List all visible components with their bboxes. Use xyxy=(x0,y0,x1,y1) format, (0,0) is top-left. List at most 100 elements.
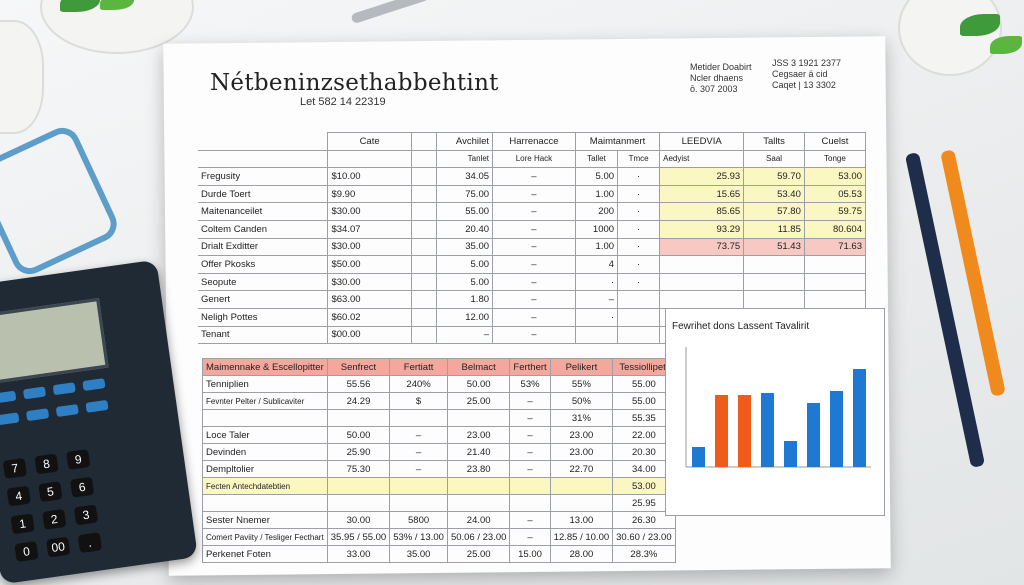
table-cell: Tenniplien xyxy=(202,375,328,393)
table-cell: – xyxy=(509,460,551,478)
table-cell: – xyxy=(492,272,576,292)
table-cell: Coltem Canden xyxy=(198,219,329,239)
table-cell: 50.00 xyxy=(326,426,391,444)
table-cell: $30.00 xyxy=(327,202,412,221)
calculator-key xyxy=(85,399,109,413)
calculator-key: 3 xyxy=(73,504,99,526)
table-cell: – xyxy=(436,325,494,345)
table-cell: · xyxy=(617,237,661,257)
calculator-key: 00 xyxy=(46,536,71,558)
table-cell: 53.00 xyxy=(612,477,676,495)
table-cell: – xyxy=(509,528,551,546)
table-row: Perkenet Foten 33.00 35.00 25.00 15.00 28.00 2… xyxy=(202,545,676,563)
table-cell: 13.00 xyxy=(549,511,614,529)
table-cell: 23.00 xyxy=(549,426,614,444)
plant-pot-top-right xyxy=(898,0,1002,76)
table-cell xyxy=(410,202,438,221)
table-cell: 34.05 xyxy=(436,167,494,186)
table-cell xyxy=(410,290,438,309)
table-cell xyxy=(803,272,867,292)
table-cell: Offer Pkosks xyxy=(198,255,329,274)
table-cell: 25.90 xyxy=(326,443,391,461)
table-cell xyxy=(389,477,448,495)
table-cell: Devinden xyxy=(202,443,328,461)
table-cell: – xyxy=(574,290,619,309)
meta-right-line: Caqet | 13 3302 xyxy=(772,80,836,90)
table-row: Loce Taler 50.00–23.00–23.00 22.00 xyxy=(202,426,676,444)
table-cell: 240% xyxy=(389,375,448,393)
table-cell: · xyxy=(617,255,661,274)
table-row: Durde Toert $9.90 75.00–1.00 · 15.65 53.40 05.… xyxy=(198,184,867,204)
calculator-key xyxy=(0,412,20,426)
calculator-key: 8 xyxy=(34,453,59,475)
chart-bar xyxy=(715,395,728,467)
table-cell: 35.00 xyxy=(389,545,448,563)
header-cell xyxy=(410,132,438,151)
chart-svg xyxy=(685,347,871,468)
table-cell: 1000 xyxy=(574,219,619,239)
table-cell: 59.75 xyxy=(803,202,867,221)
leaf-icon xyxy=(100,0,134,10)
table-cell: 55.00 xyxy=(436,202,494,221)
subheader-cell: Aedyist xyxy=(659,149,745,169)
table-cell: · xyxy=(617,167,661,186)
header-cell: Pelikert xyxy=(549,358,614,376)
table-cell: · xyxy=(574,307,619,327)
table-cell xyxy=(410,255,438,274)
table-cell: 59.70 xyxy=(743,167,805,186)
table-cell: $63.00 xyxy=(327,290,412,309)
table-cell xyxy=(410,325,438,345)
table-cell: 93.29 xyxy=(659,219,745,239)
table-cell: 12.85 / 10.00 xyxy=(549,528,614,546)
calculator-key xyxy=(22,386,47,400)
header-cell: Cuelst xyxy=(803,132,867,151)
table-cell xyxy=(446,477,511,495)
table-cell xyxy=(549,494,614,512)
table-cell: 28.00 xyxy=(549,545,614,563)
table-cell xyxy=(202,409,328,427)
table-cell: 4 xyxy=(574,255,619,274)
table-cell: – xyxy=(389,426,448,444)
table-cell: 1.00 xyxy=(574,237,619,257)
chart-bar xyxy=(692,447,705,467)
header-cell: Ferthert xyxy=(509,358,551,376)
leaf-icon xyxy=(960,14,1000,36)
table-cell: 50.06 / 23.00 xyxy=(446,528,511,546)
table-cell: 80.604 xyxy=(803,219,867,239)
table-cell: · xyxy=(574,272,619,292)
table-cell: 12.00 xyxy=(436,307,494,327)
subheader-cell: Tallet xyxy=(574,149,619,169)
table-cell: – xyxy=(492,325,576,345)
calculator-key xyxy=(55,404,79,418)
header-cell: Maimtanmert xyxy=(574,132,661,151)
table-cell: 23.80 xyxy=(446,460,511,478)
table-cell: – xyxy=(492,202,576,221)
table-cell: Tenant xyxy=(198,325,329,345)
table-cell: Dempltolier xyxy=(202,460,328,478)
table-cell: – xyxy=(492,290,576,309)
calculator-key xyxy=(0,390,17,404)
header-cell: Belmact xyxy=(446,358,511,376)
table-cell: – xyxy=(492,237,576,257)
table-header-row: Cate Avchilet Harrenacce Maimtanmert LEE… xyxy=(198,132,867,151)
table-cell: 57.80 xyxy=(743,202,805,221)
table-cell: Maitenanceilet xyxy=(198,202,329,221)
calculator-key: 6 xyxy=(69,476,95,498)
table-cell: – xyxy=(492,307,576,327)
table-cell xyxy=(659,255,745,274)
table-row: Drialt Exditter $30.00 35.00–1.00 · 73.75 51.… xyxy=(198,237,867,257)
calculator-key xyxy=(52,382,76,396)
chart-title: Fewrihet dons Lassent Tavalirit xyxy=(672,321,810,332)
table-cell: 55% xyxy=(549,375,614,393)
table-row: –31% 55.35 xyxy=(202,409,676,427)
table-cell: 53.40 xyxy=(743,184,805,204)
table-cell: Perkenet Foten xyxy=(202,545,328,563)
table-cell: 31% xyxy=(549,409,614,427)
table-row: Genert $63.00 1.80– – xyxy=(198,290,867,309)
table-cell xyxy=(743,290,805,309)
header-cell: Fertiatt xyxy=(389,358,448,376)
table-cell: – xyxy=(492,219,576,239)
table-cell: · xyxy=(617,272,661,292)
header-cell: Cate xyxy=(327,132,412,151)
table-cell: 25.00 xyxy=(446,392,511,410)
